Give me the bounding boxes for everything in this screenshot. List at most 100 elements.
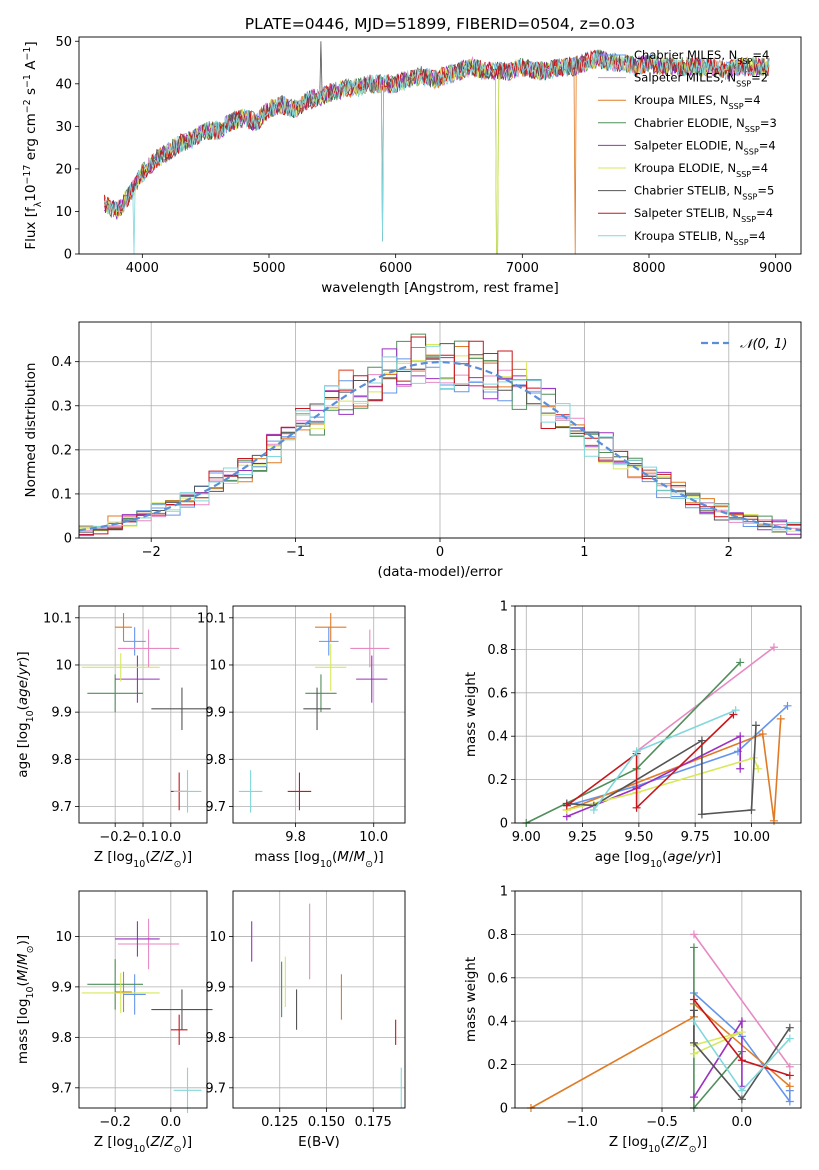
weight-point bbox=[783, 701, 792, 710]
x-axis-label: age [log10(age/yr)] bbox=[595, 849, 721, 870]
weight-line bbox=[525, 661, 741, 824]
y-axis-label: Normed distribution bbox=[23, 363, 39, 498]
spectrum-line bbox=[103, 49, 770, 254]
x-tick-label: −0.5 bbox=[646, 1115, 678, 1130]
y-tick-label: 0.2 bbox=[487, 773, 508, 788]
weight-point bbox=[785, 1082, 794, 1091]
y-tick-label: 9.9 bbox=[51, 706, 72, 721]
y-tick-label: 1 bbox=[500, 600, 508, 615]
weight-point bbox=[689, 930, 698, 939]
axes-frame bbox=[232, 605, 406, 824]
x-tick-label: 0.0 bbox=[160, 1115, 181, 1130]
y-tick-label: 0.8 bbox=[487, 928, 508, 943]
x-tick-label: 7000 bbox=[506, 261, 539, 276]
y-tick-label: 10 bbox=[209, 658, 226, 673]
weight-point bbox=[758, 730, 767, 739]
y-tick-label: 0.6 bbox=[487, 686, 508, 701]
weight-line bbox=[530, 1002, 791, 1109]
legend-label: Salpeter STELIB, NSSP=4 bbox=[634, 206, 773, 224]
legend-label: Chabrier MILES, NSSP=4 bbox=[634, 48, 769, 66]
x-tick-label: −0.1 bbox=[127, 830, 159, 845]
y-tick-label: 0.1 bbox=[51, 487, 72, 502]
weight-point bbox=[689, 943, 698, 952]
weight-point bbox=[776, 714, 785, 723]
weight-point bbox=[785, 1071, 794, 1080]
legend-label: Kroupa STELIB, NSSP=4 bbox=[634, 229, 766, 247]
y-tick-label: 10 bbox=[209, 930, 226, 945]
axes-frame bbox=[78, 36, 802, 255]
x-tick-label: 0.175 bbox=[355, 1115, 392, 1130]
mass-vs-EBV-axes: 0.125 0.150 0.175 9.7 9.8 9.9 10 E(B-V) bbox=[205, 890, 406, 1150]
x-tick-label: −0.2 bbox=[99, 830, 131, 845]
x-tick-label: 4000 bbox=[126, 261, 159, 276]
weight-line bbox=[693, 947, 743, 1111]
y-tick-label: 9.8 bbox=[51, 1031, 72, 1046]
y-tick-label: 0.3 bbox=[51, 399, 72, 414]
weight-vs-age-axes: 9.00 9.25 9.50 9.75 10.00 0 0.2 0.4 0.6 0.8 1 age [… bbox=[463, 600, 802, 870]
x-tick-label: 0.0 bbox=[160, 830, 181, 845]
axes-frame bbox=[514, 605, 802, 824]
weight-vs-Z-axes: −1.0 −0.5 0.0 0 0.2 0.4 0.6 0.8 1 Z [log10(Z/Z⊙)]… bbox=[463, 885, 802, 1155]
axes-frame bbox=[514, 890, 802, 1109]
weight-point bbox=[689, 995, 698, 1004]
x-axis-label: Z [log10(Z/Z⊙)] bbox=[609, 1134, 707, 1155]
weight-line bbox=[693, 992, 791, 1104]
weight-line bbox=[566, 725, 757, 816]
y-tick-label: 10.1 bbox=[197, 611, 226, 626]
x-tick-label: 9.25 bbox=[568, 830, 597, 845]
x-tick-label: 10.00 bbox=[733, 830, 770, 845]
y-tick-label: 0.4 bbox=[487, 730, 508, 745]
x-tick-label: 0.150 bbox=[308, 1115, 345, 1130]
histograms bbox=[79, 333, 801, 538]
x-tick-label: 9.8 bbox=[285, 830, 306, 845]
weight-line bbox=[566, 734, 741, 818]
y-tick-label: 10 bbox=[55, 930, 72, 945]
weight-point bbox=[769, 816, 778, 825]
y-axis-label: mass [log10(M/M⊙)] bbox=[15, 935, 36, 1064]
weight-point bbox=[632, 747, 641, 756]
y-tick-label: 9.8 bbox=[51, 753, 72, 768]
x-tick-label: −1.0 bbox=[566, 1115, 598, 1130]
weight-point bbox=[769, 643, 778, 652]
axes-frame bbox=[232, 890, 406, 1109]
y-tick-label: 0.2 bbox=[487, 1058, 508, 1073]
y-tick-label: 9.9 bbox=[205, 706, 226, 721]
weight-point bbox=[697, 810, 706, 819]
weight-point bbox=[737, 1028, 746, 1037]
y-tick-label: 9.8 bbox=[205, 753, 226, 768]
spectrum-axes: 4000 5000 6000 7000 8000 9000 0 10 20 30 40 50 wavel… bbox=[22, 35, 802, 296]
y-tick-label: 0 bbox=[500, 817, 508, 832]
weight-line bbox=[566, 713, 734, 810]
x-tick-label: 5000 bbox=[252, 261, 285, 276]
weight-point bbox=[737, 1017, 746, 1026]
y-tick-label: 0.8 bbox=[487, 643, 508, 658]
weight-point bbox=[736, 764, 745, 773]
y-tick-label: 9.9 bbox=[205, 980, 226, 995]
x-tick-label: −1 bbox=[286, 545, 305, 560]
y-axis-label: mass weight bbox=[463, 672, 479, 757]
y-tick-label: 9.7 bbox=[51, 1081, 72, 1096]
weight-point bbox=[785, 1097, 794, 1106]
x-axis-label: E(B-V) bbox=[298, 1134, 340, 1150]
age-vs-Z-axes: −0.2−0.1 0.0 9.7 9.8 9.9 10 10.1 Z [log10(Z/Z⊙)… bbox=[15, 605, 213, 870]
weight-point bbox=[562, 801, 571, 810]
y-tick-label: 0.6 bbox=[487, 971, 508, 986]
y-tick-label: 0 bbox=[64, 248, 72, 263]
residuals-axes: −2 −1 0 1 2 0 0.1 0.2 0.3 0.4 (data-model)/error No… bbox=[23, 321, 802, 580]
x-axis-label: Z [log10(Z/Z⊙)] bbox=[94, 1134, 192, 1155]
weight-point bbox=[589, 805, 598, 814]
y-tick-label: 0.4 bbox=[487, 1015, 508, 1030]
axes-frame bbox=[78, 605, 208, 824]
y-tick-label: 30 bbox=[55, 120, 72, 135]
weight-point bbox=[754, 764, 763, 773]
weight-point bbox=[785, 1034, 794, 1043]
spectrum-line bbox=[103, 49, 770, 217]
axes-frame bbox=[78, 890, 208, 1109]
y-tick-label: 10 bbox=[55, 658, 72, 673]
x-tick-label: 8000 bbox=[632, 261, 665, 276]
y-tick-label: 20 bbox=[55, 162, 72, 177]
y-tick-label: 10 bbox=[55, 205, 72, 220]
legend-label: Chabrier STELIB, NSSP=5 bbox=[634, 184, 774, 202]
x-tick-label: 9.50 bbox=[624, 830, 653, 845]
